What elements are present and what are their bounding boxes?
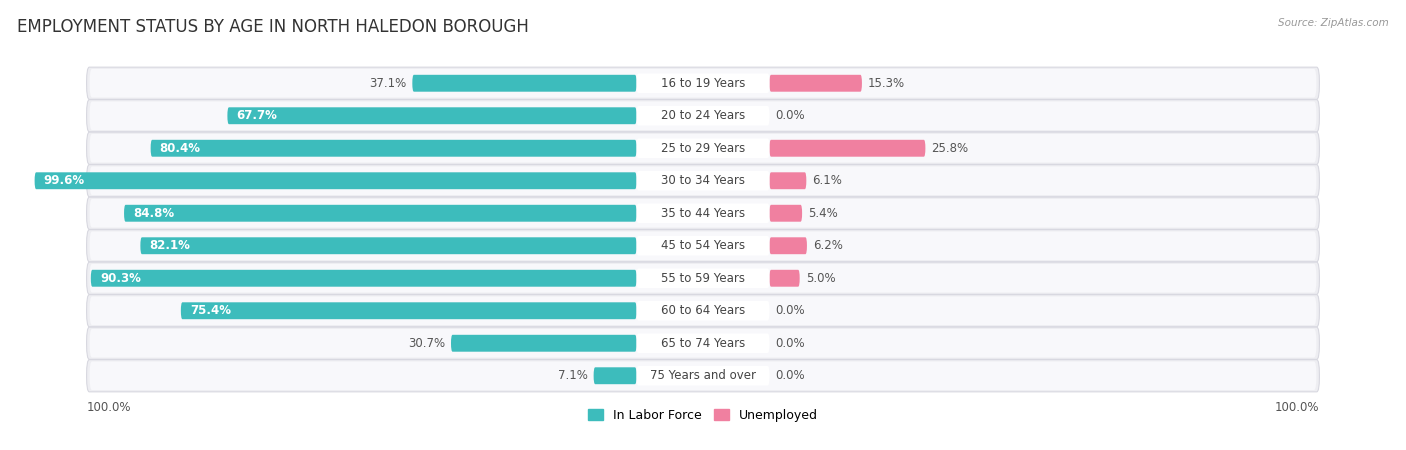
FancyBboxPatch shape (637, 106, 769, 126)
FancyBboxPatch shape (87, 67, 1319, 99)
Text: 15.3%: 15.3% (868, 77, 905, 90)
Text: 55 to 59 Years: 55 to 59 Years (661, 272, 745, 285)
Text: 99.6%: 99.6% (44, 174, 84, 187)
FancyBboxPatch shape (637, 203, 769, 223)
Text: 67.7%: 67.7% (236, 109, 277, 122)
FancyBboxPatch shape (637, 269, 769, 288)
FancyBboxPatch shape (90, 329, 1316, 358)
FancyBboxPatch shape (637, 73, 769, 93)
Text: 5.4%: 5.4% (808, 207, 838, 220)
FancyBboxPatch shape (593, 367, 637, 384)
FancyBboxPatch shape (87, 165, 1319, 197)
FancyBboxPatch shape (637, 301, 769, 320)
Text: 25 to 29 Years: 25 to 29 Years (661, 142, 745, 155)
FancyBboxPatch shape (150, 140, 637, 157)
FancyBboxPatch shape (769, 172, 807, 189)
FancyBboxPatch shape (90, 199, 1316, 228)
FancyBboxPatch shape (637, 236, 769, 256)
Text: 6.2%: 6.2% (813, 239, 842, 252)
FancyBboxPatch shape (35, 172, 637, 189)
Text: 75.4%: 75.4% (190, 304, 231, 317)
FancyBboxPatch shape (91, 270, 637, 287)
Text: 0.0%: 0.0% (776, 109, 806, 122)
Text: Source: ZipAtlas.com: Source: ZipAtlas.com (1278, 18, 1389, 28)
FancyBboxPatch shape (637, 171, 769, 190)
Text: 35 to 44 Years: 35 to 44 Years (661, 207, 745, 220)
Text: 75 Years and over: 75 Years and over (650, 369, 756, 382)
FancyBboxPatch shape (87, 360, 1319, 392)
Text: 6.1%: 6.1% (813, 174, 842, 187)
FancyBboxPatch shape (769, 237, 807, 254)
Text: 25.8%: 25.8% (931, 142, 969, 155)
Text: 82.1%: 82.1% (149, 239, 190, 252)
Text: 65 to 74 Years: 65 to 74 Years (661, 337, 745, 350)
Text: 5.0%: 5.0% (806, 272, 835, 285)
Text: 60 to 64 Years: 60 to 64 Years (661, 304, 745, 317)
FancyBboxPatch shape (124, 205, 637, 222)
FancyBboxPatch shape (90, 361, 1316, 390)
FancyBboxPatch shape (90, 231, 1316, 260)
FancyBboxPatch shape (90, 166, 1316, 195)
FancyBboxPatch shape (90, 297, 1316, 325)
FancyBboxPatch shape (87, 295, 1319, 327)
FancyBboxPatch shape (87, 99, 1319, 132)
FancyBboxPatch shape (637, 139, 769, 158)
Text: 0.0%: 0.0% (776, 304, 806, 317)
Text: 0.0%: 0.0% (776, 337, 806, 350)
FancyBboxPatch shape (87, 230, 1319, 262)
FancyBboxPatch shape (87, 132, 1319, 164)
Text: 16 to 19 Years: 16 to 19 Years (661, 77, 745, 90)
Text: 100.0%: 100.0% (87, 401, 131, 414)
Text: 30.7%: 30.7% (408, 337, 444, 350)
FancyBboxPatch shape (181, 302, 637, 319)
FancyBboxPatch shape (769, 270, 800, 287)
Text: 80.4%: 80.4% (160, 142, 201, 155)
FancyBboxPatch shape (87, 197, 1319, 230)
FancyBboxPatch shape (90, 101, 1316, 130)
Text: EMPLOYMENT STATUS BY AGE IN NORTH HALEDON BOROUGH: EMPLOYMENT STATUS BY AGE IN NORTH HALEDO… (17, 18, 529, 36)
Text: 37.1%: 37.1% (368, 77, 406, 90)
FancyBboxPatch shape (769, 75, 862, 92)
FancyBboxPatch shape (87, 327, 1319, 360)
Text: 30 to 34 Years: 30 to 34 Years (661, 174, 745, 187)
Legend: In Labor Force, Unemployed: In Labor Force, Unemployed (583, 404, 823, 427)
Text: 7.1%: 7.1% (558, 369, 588, 382)
Text: 90.3%: 90.3% (100, 272, 141, 285)
FancyBboxPatch shape (412, 75, 637, 92)
FancyBboxPatch shape (90, 134, 1316, 162)
FancyBboxPatch shape (90, 69, 1316, 98)
FancyBboxPatch shape (451, 335, 637, 352)
Text: 100.0%: 100.0% (1275, 401, 1319, 414)
FancyBboxPatch shape (637, 366, 769, 386)
FancyBboxPatch shape (90, 264, 1316, 292)
Text: 0.0%: 0.0% (776, 369, 806, 382)
Text: 84.8%: 84.8% (134, 207, 174, 220)
Text: 20 to 24 Years: 20 to 24 Years (661, 109, 745, 122)
FancyBboxPatch shape (769, 140, 925, 157)
FancyBboxPatch shape (228, 107, 637, 124)
FancyBboxPatch shape (141, 237, 637, 254)
FancyBboxPatch shape (637, 333, 769, 353)
FancyBboxPatch shape (769, 205, 801, 222)
FancyBboxPatch shape (87, 262, 1319, 294)
Text: 45 to 54 Years: 45 to 54 Years (661, 239, 745, 252)
